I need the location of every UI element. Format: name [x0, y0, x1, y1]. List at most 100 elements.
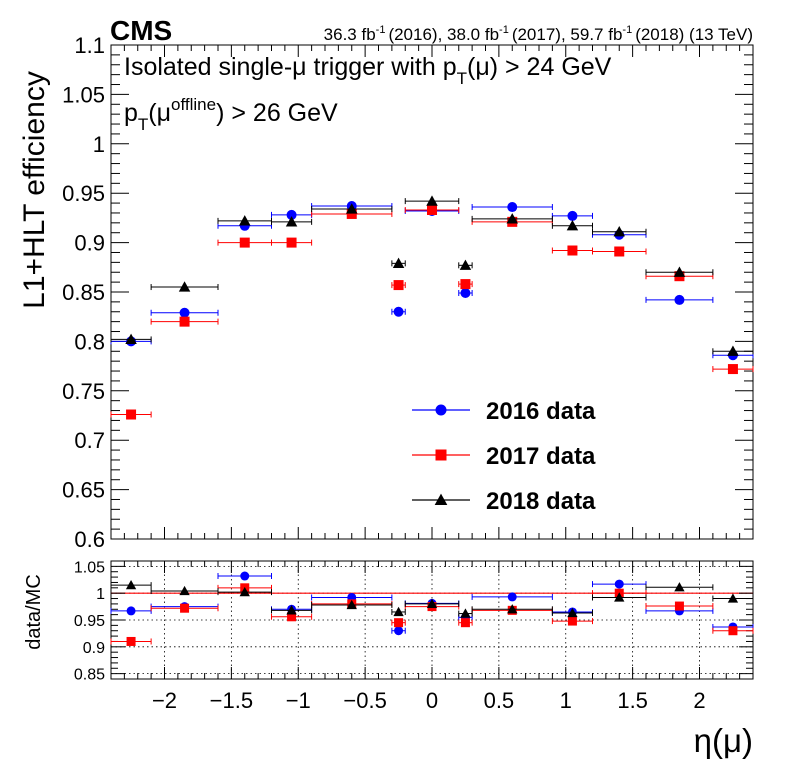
main-y-axis: 0.6 0.65 0.7 0.75 0.8 0.85 0.9 0.95 1 1.05 1.1 — [62, 33, 753, 552]
legend-marker — [435, 404, 447, 416]
data-point — [506, 213, 518, 224]
legend: 2016 data 2017 data 2018 data — [412, 398, 596, 515]
data-point — [346, 208, 357, 219]
legend-label: 2017 data — [486, 443, 596, 470]
main-y-axis-title: L1+HLT efficiency — [18, 71, 51, 309]
data-point — [393, 606, 404, 617]
main-y-tick-label: 1.05 — [62, 82, 105, 107]
x-tick-label: −2 — [152, 688, 177, 713]
main-y-tick-label: 0.7 — [74, 428, 105, 453]
data-point — [346, 599, 357, 610]
data-point — [240, 571, 250, 581]
data-point — [674, 582, 685, 592]
data-point — [285, 216, 298, 227]
x-tick-label: 1 — [560, 688, 572, 713]
ratio-grid — [111, 561, 753, 679]
ratio-series-2018-data — [110, 579, 754, 618]
data-point — [239, 586, 250, 597]
data-point — [393, 306, 404, 317]
ratio-y-axis: 0.85 0.9 0.95 1 1.05 — [74, 559, 753, 684]
x-tick-label: 0 — [426, 688, 438, 713]
data-point — [180, 603, 190, 613]
data-point — [673, 266, 686, 277]
data-point — [613, 225, 625, 237]
data-point — [728, 626, 738, 636]
ratio-y-tick-label: 1.05 — [74, 559, 105, 576]
legend-label: 2016 data — [486, 398, 596, 425]
data-point — [179, 585, 190, 596]
data-point — [125, 333, 137, 345]
data-point — [286, 605, 297, 615]
data-point — [427, 204, 437, 215]
data-point — [239, 215, 251, 226]
data-point — [286, 209, 297, 220]
main-y-tick-label: 0.85 — [62, 280, 105, 305]
main-series-2016-data — [110, 201, 754, 361]
main-x-axis — [110, 45, 754, 539]
x-axis-title: η(μ) — [694, 722, 753, 759]
data-point — [727, 364, 738, 375]
cms-label: CMS — [110, 15, 172, 46]
main-y-tick-label: 1 — [93, 132, 105, 157]
legend-marker — [434, 493, 448, 506]
data-point — [126, 636, 136, 646]
data-point — [287, 612, 297, 622]
data-point — [567, 616, 577, 626]
data-point — [346, 203, 358, 214]
data-point — [567, 245, 578, 256]
data-point — [460, 287, 471, 298]
data-point — [566, 220, 579, 231]
data-point — [567, 607, 578, 618]
data-point — [674, 294, 685, 305]
data-point — [460, 279, 471, 290]
main-y-tick-label: 0.6 — [74, 527, 105, 552]
data-point — [567, 210, 578, 221]
data-point — [614, 592, 625, 602]
data-point — [614, 246, 625, 257]
data-point — [426, 598, 438, 609]
main-y-tick-label: 0.65 — [62, 478, 105, 503]
main-y-tick-label: 0.9 — [74, 231, 105, 256]
data-point — [460, 608, 471, 618]
data-point — [507, 604, 518, 614]
x-tick-label: −0.5 — [343, 688, 386, 713]
data-point — [239, 237, 250, 248]
data-point — [459, 259, 472, 270]
ratio-x-axis: −2 −1.5 −1 −0.5 0 0.5 1 1.5 2 — [110, 561, 754, 713]
data-point — [394, 626, 404, 636]
main-y-tick-label: 0.75 — [62, 379, 105, 404]
data-point — [426, 195, 438, 206]
main-plot-frame — [110, 44, 754, 540]
data-point — [394, 618, 404, 628]
ratio-y-tick-label: 0.9 — [83, 640, 105, 657]
ratio-y-axis-title: data/MC — [23, 574, 45, 650]
legend-label: 2018 data — [486, 488, 596, 515]
data-point — [126, 606, 136, 616]
data-point — [727, 593, 739, 603]
offline-pt-annotation: pT(μoffline) > 26 GeV — [124, 95, 338, 134]
ratio-data-series — [110, 571, 754, 646]
data-point — [125, 579, 137, 590]
luminosity-label: 36.3 fb-1 (2016), 38.0 fb-1 (2017), 59.7 f… — [324, 24, 753, 44]
x-tick-label: 2 — [693, 688, 705, 713]
main-y-tick-label: 1.1 — [74, 33, 105, 58]
data-point — [507, 202, 518, 213]
ratio-y-tick-label: 0.85 — [74, 667, 105, 684]
legend-item-2018-data: 2018 data — [412, 488, 596, 515]
data-point — [727, 345, 739, 356]
data-point — [179, 307, 190, 318]
x-tick-label: −1.5 — [210, 688, 253, 713]
data-point — [126, 409, 137, 420]
data-point — [286, 237, 297, 248]
main-data-series — [110, 195, 754, 420]
legend-item-2016-data: 2016 data — [412, 398, 596, 425]
data-point — [179, 316, 190, 327]
x-tick-label: 1.5 — [617, 688, 648, 713]
legend-item-2017-data: 2017 data — [412, 443, 596, 470]
main-y-tick-label: 0.95 — [62, 181, 105, 206]
data-point — [614, 579, 624, 589]
x-tick-label: −1 — [286, 688, 311, 713]
ratio-y-tick-label: 0.95 — [74, 613, 105, 630]
ratio-y-tick-label: 1 — [96, 586, 105, 603]
